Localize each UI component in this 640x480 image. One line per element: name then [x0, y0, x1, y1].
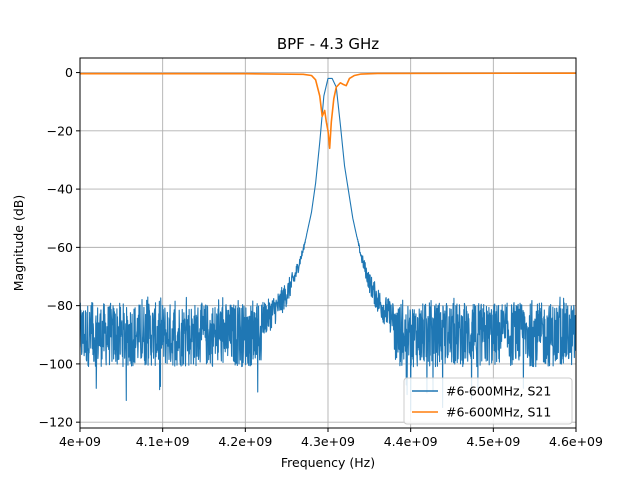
series-line-2 — [80, 72, 576, 150]
x-tick-label: 4.2e+09 — [218, 434, 272, 449]
y-tick-label: −40 — [47, 182, 73, 197]
y-tick-label: −100 — [39, 356, 73, 371]
y-tick-label: 0 — [65, 65, 73, 80]
x-tick-label: 4.6e+09 — [549, 434, 603, 449]
series-line-1 — [80, 77, 576, 412]
x-axis: 4e+09 4.1e+09 4.2e+09 4.3e+09 4.4e+09 4.5e+09… — [59, 428, 603, 449]
plot-series — [80, 72, 576, 412]
legend: #6-600MHz, S21 #6-600MHz, S11 — [403, 377, 573, 425]
x-tick-label: 4.5e+09 — [466, 434, 520, 449]
x-tick-label: 4e+09 — [59, 434, 101, 449]
chart-title: BPF - 4.3 GHz — [277, 35, 379, 53]
x-tick-label: 4.3e+09 — [301, 434, 355, 449]
y-axis-label: Magnitude (dB) — [11, 195, 26, 291]
y-tick-label: −60 — [47, 240, 73, 255]
x-tick-label: 4.4e+09 — [384, 434, 438, 449]
y-axis: 0 −20 −40 −60 −80 −100 −120 — [39, 65, 80, 430]
y-tick-label: −80 — [47, 298, 73, 313]
grid — [79, 58, 577, 428]
legend-label: #6-600MHz, S21 — [446, 384, 551, 399]
legend-box — [403, 377, 573, 425]
x-tick-label: 4.1e+09 — [136, 434, 190, 449]
y-tick-label: −120 — [39, 415, 73, 430]
x-axis-label: Frequency (Hz) — [281, 455, 375, 470]
legend-label: #6-600MHz, S11 — [446, 405, 551, 420]
y-tick-label: −20 — [47, 123, 73, 138]
